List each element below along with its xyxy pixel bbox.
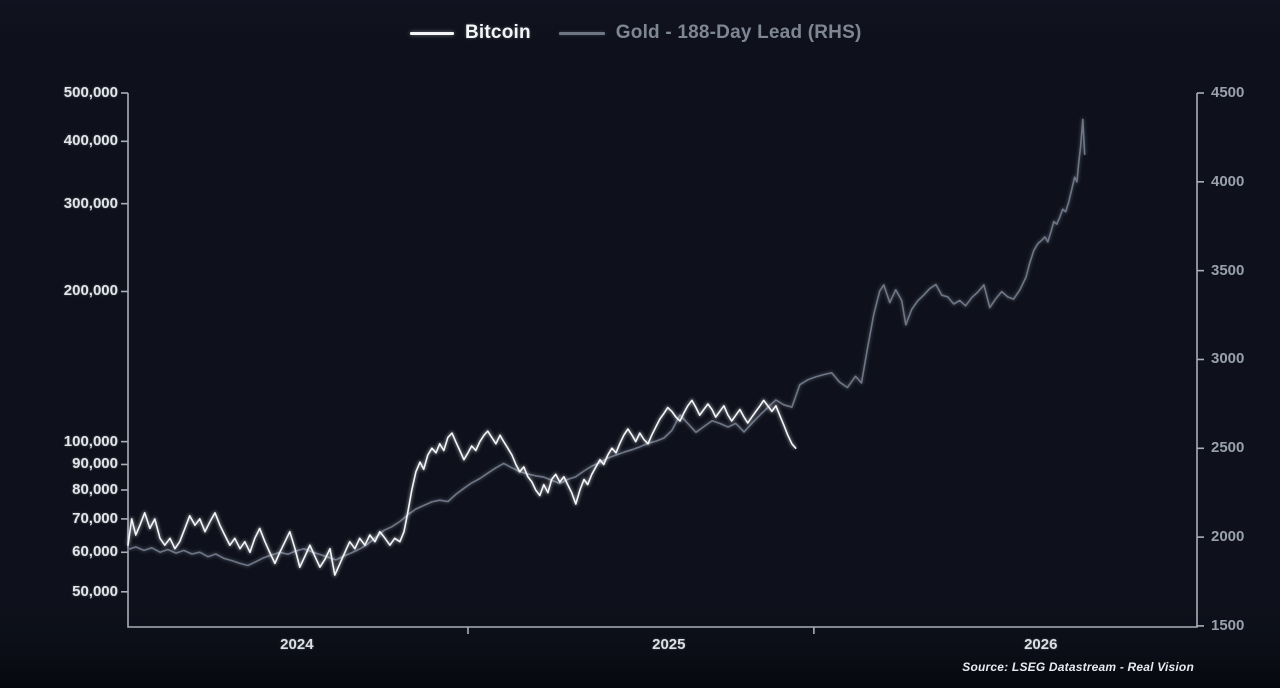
- y-axis-left-tick-label: 60,000: [72, 543, 118, 561]
- y-axis-left-tick-label: 70,000: [72, 509, 118, 527]
- y-axis-right-tick-label: 1500: [1211, 616, 1245, 634]
- legend-item-bitcoin: Bitcoin: [410, 22, 531, 44]
- y-axis-left-tick-label: 200,000: [63, 282, 118, 300]
- gold-line-swatch: [558, 31, 605, 35]
- gold-line-glow: [127, 117, 1087, 568]
- y-axis-right-tick-label: 2500: [1211, 439, 1245, 457]
- y-axis-left-tick-label: 90,000: [72, 455, 118, 473]
- y-axis-right-tick-label: 4000: [1211, 172, 1245, 190]
- chart-legend: Bitcoin Gold - 188-Day Lead (RHS): [410, 20, 862, 46]
- legend-item-gold: Gold - 188-Day Lead (RHS): [558, 22, 862, 44]
- y-axis-right-tick-label: 3500: [1211, 261, 1245, 279]
- axis-spines: [127, 93, 1198, 628]
- legend-label-gold: Gold - 188-Day Lead (RHS): [615, 22, 862, 43]
- x-axis-year-label: 2025: [652, 636, 686, 653]
- y-axis-left-tick-label: 80,000: [72, 480, 118, 498]
- y-axis-right-tick-label: 2000: [1211, 528, 1245, 546]
- bitcoin-line-swatch: [410, 31, 454, 35]
- legend-label-bitcoin: Bitcoin: [465, 22, 531, 43]
- y-axis-left-tick-label: 500,000: [63, 84, 118, 101]
- x-axis-year-label: 2024: [280, 636, 314, 653]
- y-axis-right-tick-label: 4500: [1211, 84, 1245, 101]
- source-note: Source: LSEG Datastream - Real Vision: [962, 660, 1194, 674]
- y-axis-left-tick-label: 400,000: [63, 132, 118, 150]
- gold-line: [127, 118, 1086, 567]
- bitcoin-line: [127, 399, 797, 576]
- x-axis-year-label: 2026: [1024, 636, 1058, 653]
- y-axis-left-tick-label: 50,000: [72, 582, 118, 600]
- y-axis-left-tick-label: 100,000: [63, 432, 118, 450]
- bitcoin-line-glow: [126, 398, 797, 577]
- y-axis-right-tick-label: 3000: [1211, 350, 1245, 368]
- y-axis-left-tick-label: 300,000: [63, 194, 118, 212]
